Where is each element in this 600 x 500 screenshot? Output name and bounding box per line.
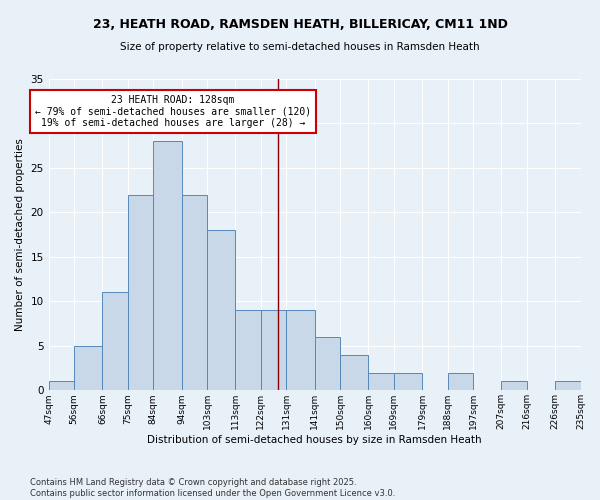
Bar (314, 337, 340, 390)
Bar (368, 372, 394, 390)
Text: 23 HEATH ROAD: 128sqm
← 79% of semi-detached houses are smaller (120)
19% of sem: 23 HEATH ROAD: 128sqm ← 79% of semi-deta… (35, 95, 311, 128)
Bar (154, 142, 182, 390)
Bar (103, 292, 128, 390)
Bar (286, 310, 314, 390)
Bar (448, 372, 473, 390)
Bar (394, 372, 422, 390)
Bar (261, 310, 286, 390)
Bar (340, 354, 368, 390)
Text: Size of property relative to semi-detached houses in Ramsden Heath: Size of property relative to semi-detach… (120, 42, 480, 52)
Bar (182, 194, 207, 390)
Bar (128, 194, 154, 390)
Bar (49, 382, 74, 390)
Text: Contains HM Land Registry data © Crown copyright and database right 2025.
Contai: Contains HM Land Registry data © Crown c… (30, 478, 395, 498)
Bar (501, 382, 527, 390)
Bar (207, 230, 235, 390)
Bar (555, 382, 581, 390)
X-axis label: Distribution of semi-detached houses by size in Ramsden Heath: Distribution of semi-detached houses by … (147, 435, 482, 445)
Bar (74, 346, 103, 391)
Text: 23, HEATH ROAD, RAMSDEN HEATH, BILLERICAY, CM11 1ND: 23, HEATH ROAD, RAMSDEN HEATH, BILLERICA… (92, 18, 508, 30)
Bar (235, 310, 261, 390)
Y-axis label: Number of semi-detached properties: Number of semi-detached properties (15, 138, 25, 331)
